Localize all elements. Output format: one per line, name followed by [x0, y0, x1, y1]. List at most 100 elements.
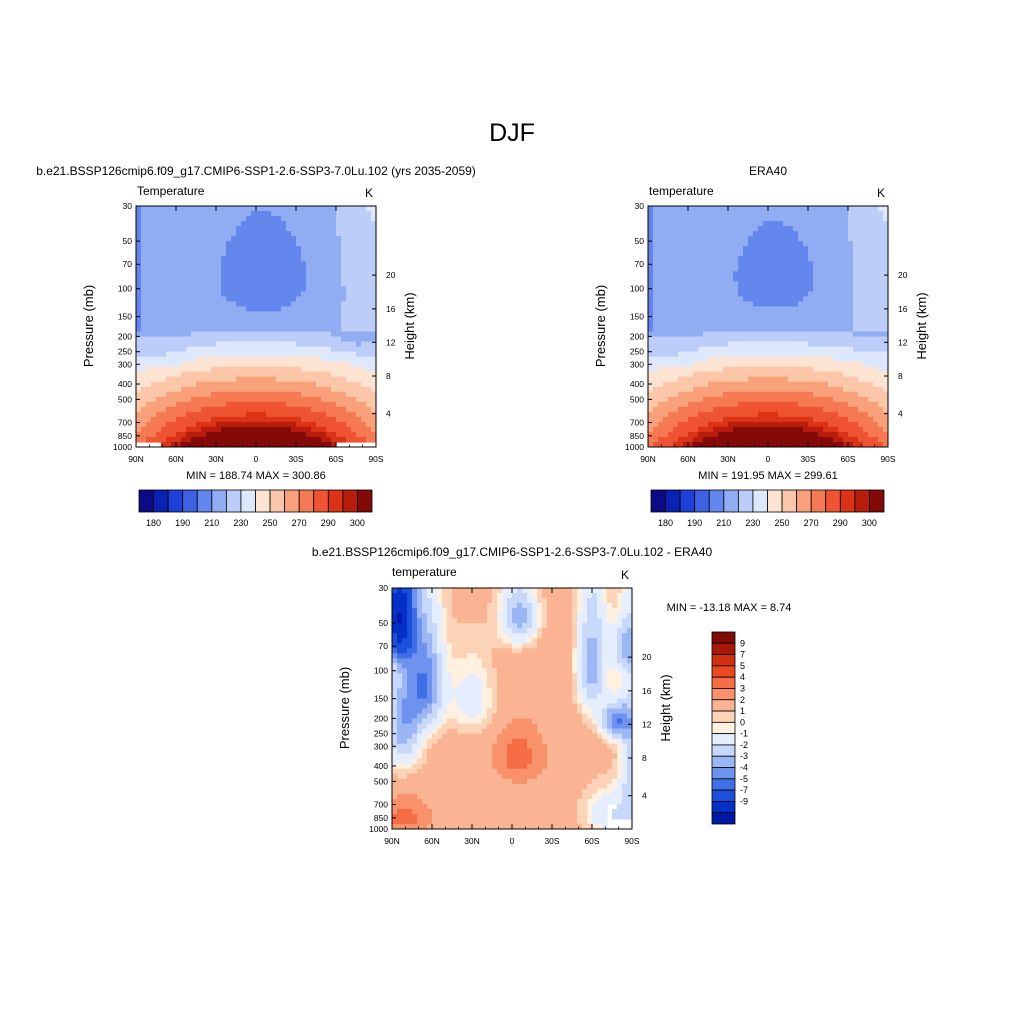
heat-cell	[171, 221, 177, 227]
colorbar-swatch	[357, 489, 373, 513]
heat-cell	[221, 416, 227, 423]
heat-cell	[582, 593, 588, 599]
heat-cell	[246, 256, 252, 262]
heat-cell	[241, 366, 247, 373]
heat-cell	[868, 416, 874, 423]
heat-cell	[673, 311, 679, 318]
heat-cell	[201, 361, 207, 368]
heat-cell	[356, 346, 362, 353]
heat-cell	[291, 301, 297, 308]
heat-cell	[783, 316, 789, 323]
heat-cell	[176, 356, 182, 363]
heat-cell	[688, 321, 694, 328]
heat-cell	[668, 356, 674, 363]
heat-cell	[336, 341, 342, 348]
heat-cell	[768, 256, 774, 262]
heat-cell	[311, 246, 317, 252]
heat-cell	[813, 336, 819, 343]
heat-cell	[683, 306, 689, 313]
heat-cell	[392, 593, 398, 599]
heat-cell	[683, 411, 689, 418]
heat-cell	[743, 351, 749, 358]
heat-cell	[181, 406, 187, 413]
heat-cell	[136, 206, 142, 212]
heat-cell	[703, 246, 709, 252]
heat-cell	[758, 291, 764, 297]
heat-cell	[853, 266, 859, 272]
heat-cell	[191, 336, 197, 343]
heat-cell	[261, 221, 267, 227]
heat-cell	[703, 221, 709, 227]
heat-cell	[703, 346, 709, 353]
heat-cell	[703, 206, 709, 212]
heat-cell	[873, 411, 879, 418]
heat-cell	[788, 411, 794, 418]
heat-cell	[166, 421, 172, 428]
heat-cell	[653, 246, 659, 252]
heat-cell	[648, 326, 654, 333]
heat-cell	[246, 276, 252, 282]
heat-cell	[868, 271, 874, 277]
heat-cell	[648, 311, 654, 318]
heat-cell	[141, 391, 147, 398]
heat-cell	[166, 276, 172, 282]
heat-cell	[251, 401, 257, 408]
heat-cell	[532, 593, 538, 599]
heat-cell	[723, 281, 729, 287]
heat-cell	[818, 371, 824, 378]
heat-cell	[371, 371, 376, 378]
heat-cell	[718, 406, 724, 413]
heat-cell	[321, 371, 327, 378]
heat-cell	[778, 306, 784, 313]
heat-cell	[512, 598, 518, 604]
heat-cell	[191, 226, 197, 232]
colorbar-label: 300	[862, 518, 877, 528]
heat-cell	[281, 401, 287, 408]
heat-cell	[693, 361, 699, 368]
heat-cell	[673, 331, 679, 338]
heat-cell	[683, 406, 689, 413]
heat-cell	[763, 401, 769, 408]
heat-cell	[246, 341, 252, 348]
heat-cell	[823, 226, 829, 232]
heat-cell	[828, 236, 834, 242]
heat-cell	[186, 336, 192, 343]
heat-cell	[161, 236, 167, 242]
heat-cell	[316, 311, 322, 318]
heat-cell	[261, 266, 267, 272]
heat-cell	[166, 406, 172, 413]
heat-cell	[818, 331, 824, 338]
heat-cell	[758, 206, 764, 212]
heat-cell	[477, 588, 483, 594]
heat-cell	[693, 326, 699, 333]
heat-cell	[266, 341, 272, 348]
heat-cell	[186, 291, 192, 297]
heat-cell	[176, 426, 182, 433]
heat-cell	[663, 331, 669, 338]
heat-cell	[773, 281, 779, 287]
heat-cell	[361, 271, 367, 277]
heat-cell	[286, 216, 292, 222]
heat-cell	[693, 411, 699, 418]
heat-cell	[768, 226, 774, 232]
heat-cell	[366, 391, 372, 398]
heat-cell	[351, 231, 357, 237]
heat-cell	[341, 256, 347, 262]
heat-cell	[768, 431, 774, 438]
heat-cell	[176, 416, 182, 423]
heat-cell	[743, 206, 749, 212]
heat-cell	[196, 296, 202, 302]
heat-cell	[738, 361, 744, 368]
heat-cell	[663, 431, 669, 438]
heat-cell	[286, 306, 292, 313]
heat-cell	[226, 381, 232, 388]
heat-cell	[161, 441, 167, 447]
heat-cell	[678, 276, 684, 282]
heat-cell	[146, 206, 152, 212]
heat-cell	[768, 361, 774, 368]
heat-cell	[743, 216, 749, 222]
heat-cell	[773, 241, 779, 247]
heat-cell	[346, 306, 352, 313]
heat-cell	[346, 326, 352, 333]
heat-cell	[371, 301, 376, 308]
